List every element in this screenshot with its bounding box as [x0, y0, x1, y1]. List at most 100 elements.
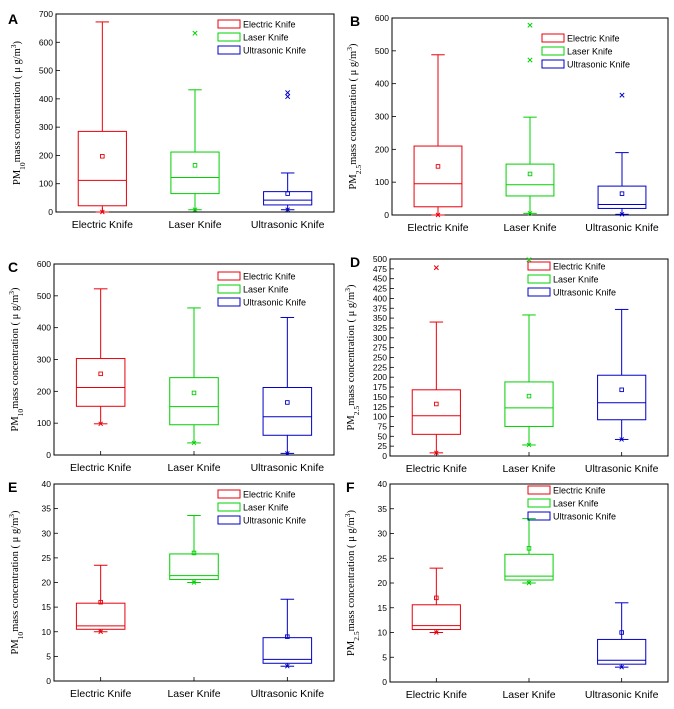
panel-d-ytick-label: 375: [373, 303, 387, 313]
panel-e-legend-swatch-electric-knife: [217, 489, 241, 499]
panel-d-letter: D: [350, 254, 360, 270]
panel-b-legend-label-electric-knife: Electric Knife: [567, 34, 620, 44]
panel-c-ytick-label: 400: [37, 323, 51, 333]
panel-d-ytick-label: 175: [373, 382, 387, 392]
panel-b: 0 100 200 300 400 500 600 Electric Knife Laser K…: [345, 13, 669, 234]
panel-e-ytick-label: 15: [42, 602, 52, 612]
panel-e-box-ultrasonic-knife-mean: [285, 634, 290, 639]
panel-f-ytick-label: 15: [378, 603, 388, 613]
panel-d-legend-swatch-laser-knife: [527, 274, 551, 284]
panel-b-box-electric-knife-min-marker: [435, 212, 441, 218]
panel-b-box-ultrasonic-knife-outlier: [619, 92, 625, 98]
panel-a-legend-swatch-laser-knife: [217, 32, 241, 42]
panel-d-box-ultrasonic-knife-iqr: [597, 374, 647, 421]
panel-a-xtick-label: Ultrasonic Knife: [251, 219, 325, 231]
panel-d-box-electric-knife-iqr: [411, 389, 461, 435]
panel-b-ytick-label: 400: [375, 79, 389, 89]
panel-d-box-laser-knife-mean: [526, 393, 532, 399]
panel-e-legend-label-electric-knife: Electric Knife: [243, 490, 296, 500]
panel-b-box-laser-knife-iqr: [505, 163, 555, 197]
panel-a-box-ultrasonic-knife-iqr: [263, 191, 313, 206]
panel-f-legend-swatch-laser-knife: [527, 498, 551, 508]
panel-c-box-ultrasonic-knife-mean: [285, 400, 290, 405]
panel-f-ylabel: PM2.5mass concentration ( μ g/m3): [343, 510, 361, 656]
panel-e-xtick-label: Ultrasonic Knife: [251, 688, 325, 700]
panel-b-frame: [391, 17, 669, 216]
panel-c-box-laser-knife-min-marker: [191, 440, 197, 446]
panel-b-xtick-label: Ultrasonic Knife: [585, 222, 659, 234]
panel-d-ytick-label: 200: [373, 372, 387, 382]
panel-b-legend-label-ultrasonic-knife: Ultrasonic Knife: [567, 60, 630, 70]
panel-c-box-laser-knife: [169, 307, 219, 446]
panel-f-ytick-label: 35: [378, 504, 388, 514]
panel-c-box-electric-knife-iqr: [75, 358, 126, 407]
panel-a-box-laser-knife-outlier: [192, 30, 198, 36]
panel-d-ytick-label: 425: [373, 284, 387, 294]
panel-a-ytick-label: 600: [39, 37, 53, 47]
panel-c-ytick-label: 0: [46, 450, 51, 460]
panel-d-ytick-label: 325: [373, 323, 387, 333]
panel-c-box-ultrasonic-knife: [262, 316, 313, 456]
panel-b-box-laser-knife-mean: [527, 171, 533, 177]
panel-d-xtick-label: Electric Knife: [406, 463, 467, 475]
panel-b-box-laser-knife: [505, 22, 555, 216]
panel-f-legend-swatch-electric-knife: [527, 485, 551, 495]
panel-b-legend-swatch-electric-knife: [541, 33, 565, 43]
panel-e-letter: E: [8, 479, 17, 495]
panel-a-ytick-label: 100: [39, 179, 53, 189]
panel-d-legend-label-laser-knife: Laser Knife: [553, 275, 599, 285]
panel-e-ytick-label: 0: [46, 676, 51, 686]
panel-a-box-laser-knife-mean: [192, 163, 198, 168]
panel-d-ytick-label: 275: [373, 343, 387, 353]
panel-f-legend-label-laser-knife: Laser Knife: [553, 499, 599, 509]
panel-c-legend: Electric Knife Laser Knife Ultrasonic Knif…: [217, 271, 306, 308]
panel-a-box-ultrasonic-knife-mean: [285, 191, 290, 196]
panel-f-ytick-label: 30: [378, 529, 388, 539]
panel-a-legend-swatch-ultrasonic-knife: [217, 45, 241, 55]
panel-e-ytick-label: 40: [42, 479, 52, 489]
panel-f-xtick-label: Laser Knife: [502, 689, 555, 701]
panel-f-ytick-label: 10: [378, 628, 388, 638]
panel-d-ytick-label: 475: [373, 264, 387, 274]
panel-e-ytick-label: 25: [42, 553, 52, 563]
panel-f-ytick-label: 0: [382, 677, 387, 687]
panel-a-ytick-label: 0: [48, 207, 53, 217]
panel-a-box-electric-knife: [77, 21, 127, 215]
panel-f-box-electric-knife-iqr: [411, 604, 461, 631]
panel-d-ytick-label: 75: [378, 421, 388, 431]
panel-e-box-electric-knife-min-marker: [98, 629, 103, 635]
panel-b-legend: Electric Knife Laser Knife Ultrasonic Knif…: [541, 33, 630, 70]
panel-d-box-ultrasonic-knife: [597, 308, 647, 442]
panel-b-letter: B: [350, 13, 360, 29]
panel-d-ytick-label: 450: [373, 274, 387, 284]
panel-b-box-laser-knife-outlier: [527, 57, 533, 63]
panel-f-xtick-label: Electric Knife: [406, 689, 467, 701]
panel-a-ylabel: PM10mass concentration ( μ g/m3): [9, 40, 27, 185]
panel-f-box-laser-knife-iqr: [504, 553, 554, 581]
panel-e: 0 5 10 15 20 25 30 35 40 Electric Knife Laser Knif…: [7, 479, 335, 700]
panel-e-box-laser-knife-iqr: [169, 553, 219, 581]
panel-b-box-electric-knife-mean: [435, 164, 441, 169]
panel-c: 0 100 200 300 400 500 600 Electric Knife Laser K…: [7, 259, 335, 474]
panel-f-legend: Electric Knife Laser Knife Ultrasonic Knif…: [527, 485, 616, 522]
panel-b-ylabel: PM2.5mass concentration ( μ g/m3): [345, 43, 363, 189]
panel-b-xtick-label: Laser Knife: [503, 222, 556, 234]
panel-a-box-ultrasonic-knife-outlier: [285, 94, 291, 100]
panel-b-box-laser-knife-min-marker: [527, 211, 533, 216]
panel-d-box-electric-knife-min-marker: [434, 450, 439, 456]
panel-a-legend-swatch-electric-knife: [217, 19, 241, 29]
panel-d-ytick-label: 50: [378, 431, 388, 441]
panel-d-ytick-label: 150: [373, 392, 387, 402]
panel-e-box-electric-knife-iqr: [75, 602, 126, 630]
panel-c-legend-label-electric-knife: Electric Knife: [243, 272, 296, 282]
panel-b-box-ultrasonic-knife: [597, 92, 647, 217]
panel-d-box-ultrasonic-knife-mean: [619, 387, 624, 393]
panel-a-legend-label-ultrasonic-knife: Ultrasonic Knife: [243, 46, 306, 56]
panel-b-box-electric-knife-iqr: [413, 145, 463, 208]
panel-d-legend-label-ultrasonic-knife: Ultrasonic Knife: [553, 288, 616, 298]
panel-a-ytick-label: 400: [39, 94, 53, 104]
panel-d-box-laser-knife-outlier: [526, 257, 532, 263]
panel-d-ylabel: PM2.5mass concentration ( μ g/m3): [343, 284, 361, 430]
panel-a: 0 100 200 300 400 500 600 700 Electric Knife Lase…: [8, 9, 335, 231]
